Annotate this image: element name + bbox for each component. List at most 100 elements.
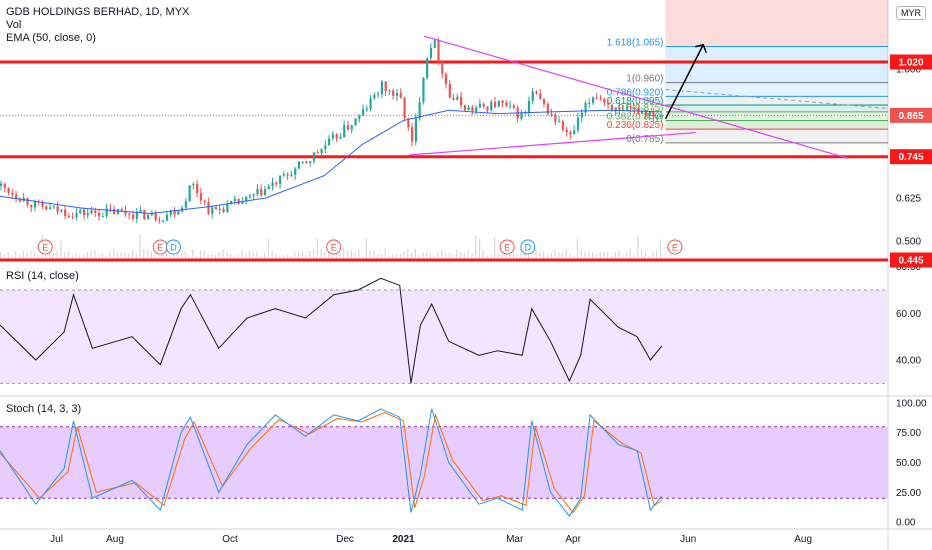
volume-bar: [294, 252, 296, 258]
candle-body: [15, 194, 18, 199]
volume-bar: [614, 252, 616, 258]
candle-body: [282, 174, 286, 176]
volume-bar: [399, 253, 401, 258]
volume-bar: [354, 251, 356, 258]
time-tick-label: Oct: [222, 534, 238, 545]
level-price-tag: [890, 54, 932, 70]
fib-level-label: 0.618(0.895): [607, 96, 664, 107]
event-marker-label: D: [525, 243, 532, 253]
volume-bar: [497, 253, 499, 258]
volume-bar: [418, 255, 420, 258]
volume-bar: [139, 235, 141, 258]
fib-level-label: 0.236(0.825): [607, 120, 664, 131]
candle-body: [531, 91, 534, 101]
candle-body: [116, 209, 120, 215]
volume-bar: [441, 248, 443, 258]
candle-body: [365, 108, 368, 110]
candle-body: [109, 208, 112, 210]
candle-body: [426, 57, 429, 78]
candle-body: [656, 116, 659, 118]
volume-bar: [15, 251, 17, 258]
volume-bar: [422, 252, 424, 258]
symbol-title[interactable]: GDB HOLDINGS BERHAD, 1D, MYX: [6, 6, 190, 18]
time-tick-label: Dec: [336, 534, 354, 545]
volume-bar: [592, 252, 594, 258]
fib-zone: [665, 46, 888, 83]
vol-label[interactable]: Vol: [6, 19, 22, 31]
event-marker-label: E: [672, 243, 678, 253]
candle-body: [433, 40, 436, 48]
candle-body: [542, 99, 546, 104]
candle-body: [26, 197, 29, 205]
candle-body: [7, 187, 10, 193]
volume-bar: [98, 254, 100, 258]
volume-bar: [652, 251, 654, 258]
currency-badge[interactable]: MYR: [896, 6, 926, 20]
candle-body: [86, 213, 89, 216]
volume-bar: [260, 255, 262, 258]
candle-body: [618, 107, 621, 110]
candle-body: [475, 107, 478, 112]
event-marker-label: E: [504, 243, 510, 253]
candle-body: [260, 188, 263, 196]
candle-body: [392, 90, 395, 97]
candle-body: [614, 107, 617, 112]
candle-body: [297, 162, 301, 169]
stoch-d-line: [0, 411, 663, 514]
candle-body: [380, 81, 384, 95]
candle-body: [486, 106, 489, 111]
candle-body: [11, 192, 14, 195]
volume-bar: [641, 249, 643, 258]
volume-bar: [565, 248, 567, 258]
candle-body: [648, 111, 651, 116]
candle-body: [509, 105, 512, 107]
time-tick-label: Mar: [506, 534, 524, 545]
volume-bar: [478, 238, 481, 258]
candle-body: [354, 118, 357, 126]
stoch-pane-label[interactable]: Stoch (14, 3, 3): [6, 403, 82, 415]
ema-label[interactable]: EMA (50, close, 0): [6, 32, 96, 44]
rsi-line: [0, 277, 663, 384]
stoch-tick-label: 100.00: [896, 398, 927, 409]
volume-bar: [339, 252, 341, 258]
volume-bar: [116, 252, 119, 258]
candle-body: [641, 111, 644, 114]
candle-body: [18, 198, 22, 202]
candle-body: [384, 81, 387, 92]
candle-body: [52, 205, 55, 208]
event-marker-label: E: [331, 243, 337, 253]
volume-bar: [60, 240, 62, 258]
candle-body: [67, 216, 71, 218]
candle-body: [580, 112, 583, 118]
volume-bar: [147, 250, 149, 258]
candle-body: [301, 161, 304, 163]
rsi-pane-label[interactable]: RSI (14, close): [6, 270, 79, 282]
volume-bar: [0, 252, 2, 258]
volume-bar: [456, 249, 458, 258]
volume-bar: [222, 249, 224, 258]
stoch-tick-label: 0.00: [896, 518, 916, 529]
candle-body: [414, 118, 417, 142]
volume-bar: [550, 252, 552, 258]
volume-bar: [411, 253, 413, 258]
stoch-tick-label: 25.00: [896, 488, 921, 499]
candle-body: [71, 216, 74, 218]
volume-bar: [301, 251, 303, 258]
candle-body: [403, 97, 406, 119]
volume-bar: [482, 249, 484, 258]
candle-body: [478, 103, 482, 108]
volume-bar: [309, 250, 311, 258]
fib-zone: [665, 111, 888, 121]
volume-bar: [576, 239, 579, 258]
candle-body: [90, 210, 93, 214]
volume-bar: [286, 254, 288, 258]
earnings-marker: [499, 239, 515, 255]
volume-bar: [610, 255, 613, 258]
candle-body: [335, 134, 338, 139]
volume-bar: [158, 254, 160, 258]
descending-trendline: [424, 35, 849, 159]
candle-body: [305, 161, 308, 163]
candle-body: [56, 205, 59, 212]
volume-bar: [448, 252, 450, 258]
volume-bar: [230, 253, 232, 258]
